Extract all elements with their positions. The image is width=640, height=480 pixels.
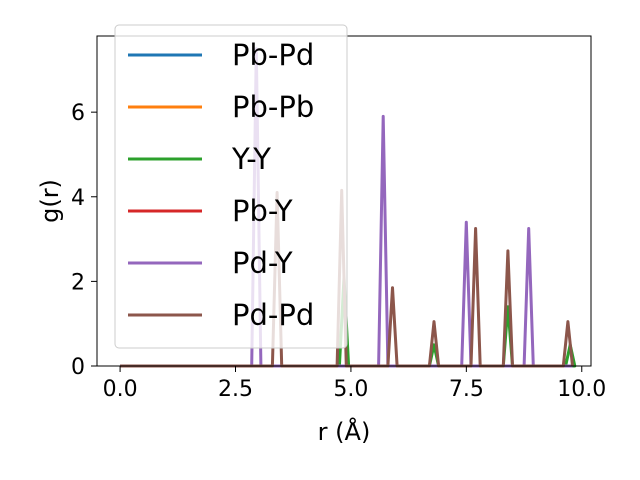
- legend-label: Y-Y: [231, 142, 271, 176]
- x-tick-label: 2.5: [218, 377, 253, 402]
- y-tick-label: 2: [71, 270, 85, 295]
- legend-label: Pb-Pb: [232, 90, 314, 124]
- legend-label: Pd-Y: [232, 246, 293, 280]
- legend-label: Pd-Pd: [232, 298, 314, 332]
- legend-label: Pb-Pd: [232, 38, 314, 72]
- x-tick-label: 7.5: [449, 377, 484, 402]
- y-axis-label: g(r): [36, 179, 64, 223]
- y-axis-ticks: 0 2 4 6: [71, 101, 97, 380]
- x-axis-label: r (Å): [318, 417, 371, 446]
- legend-label: Pb-Y: [232, 194, 293, 228]
- y-tick-label: 4: [71, 186, 85, 211]
- x-tick-label: 0.0: [103, 377, 138, 402]
- y-tick-label: 0: [71, 355, 85, 380]
- x-axis-ticks: 0.0 2.5 5.0 7.5 10.0: [103, 366, 606, 402]
- x-tick-label: 10.0: [557, 377, 606, 402]
- legend: Pb-Pd Pb-Pb Y-Y Pb-Y Pd-Y Pd-Pd: [114, 24, 348, 349]
- y-tick-label: 6: [71, 101, 85, 126]
- x-tick-label: 5.0: [333, 377, 368, 402]
